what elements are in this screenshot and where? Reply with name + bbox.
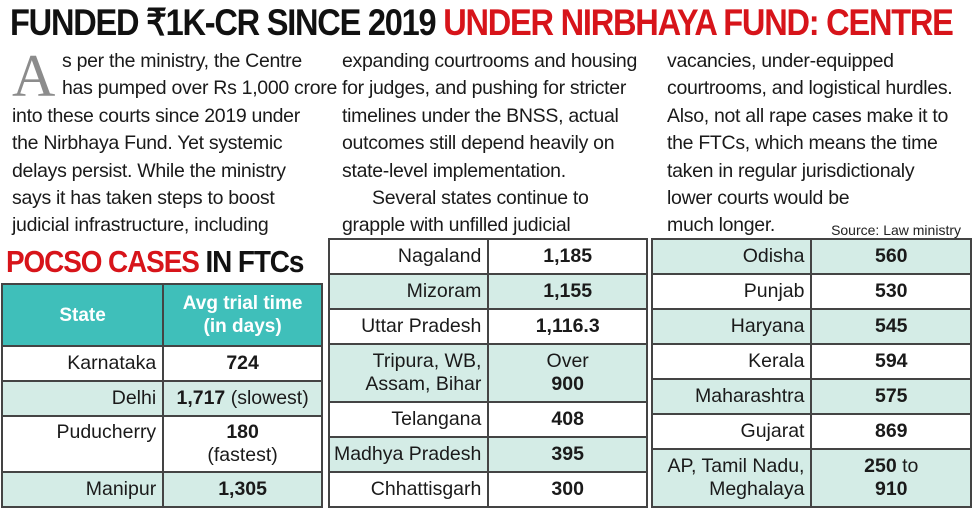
trial-days: Over 900 xyxy=(487,343,648,403)
state-name: Haryana xyxy=(650,308,813,345)
trial-days: 1,305 xyxy=(162,471,323,508)
state-name: AP, Tamil Nadu, Meghalaya xyxy=(650,448,813,508)
state-name: Manipur xyxy=(0,471,165,508)
state-name-line1: AP, Tamil Nadu, xyxy=(667,455,805,477)
header-avg-trial-time: Avg trial time (in days) xyxy=(162,283,323,347)
trial-days-range-word: to xyxy=(896,455,919,477)
trial-days: 300 xyxy=(487,471,648,508)
header-avg-line1: Avg trial time xyxy=(182,293,303,314)
article-line: lower courts would be xyxy=(667,186,850,209)
pocso-table-1: State Avg trial time (in days) Karnataka… xyxy=(0,283,323,508)
article-line: judicial infrastructure, including xyxy=(12,214,269,237)
article-line: timelines under the BNSS, actual xyxy=(342,104,619,127)
article-line: says it has taken steps to boost xyxy=(12,186,275,209)
state-name: Maharashtra xyxy=(650,378,813,415)
article-line: expanding courtrooms and housing xyxy=(342,50,638,72)
trial-days: 724 xyxy=(162,345,323,382)
table-title-black: IN FTCs xyxy=(198,244,304,279)
state-name-line2: Meghalaya xyxy=(709,478,805,500)
state-name: Kerala xyxy=(650,343,813,380)
trial-days: 1,717 (slowest) xyxy=(162,380,323,417)
table-title-red: POCSO CASES xyxy=(6,244,200,279)
article-line: vacancies, under-equipped xyxy=(667,50,894,72)
article-line: Several states continue to xyxy=(372,186,589,209)
state-name: Karnataka xyxy=(0,345,165,382)
trial-days: 408 xyxy=(487,401,648,438)
source-credit: Source: Law ministry xyxy=(831,222,961,238)
trial-days-note: (slowest) xyxy=(225,387,309,409)
trial-days: 1,116.3 xyxy=(487,308,648,345)
article-line: grapple with unfilled judicial xyxy=(342,214,571,237)
article-column-1: s per the ministry, the Centre has pumpe… xyxy=(12,48,337,236)
header-avg-line2: (in days) xyxy=(203,316,282,337)
article-column-3: vacancies, under-equipped courtrooms, an… xyxy=(667,48,967,236)
trial-days: 1,185 xyxy=(487,238,648,275)
header-state: State xyxy=(0,283,165,347)
trial-days-note: (fastest) xyxy=(207,444,278,466)
article-line: courtrooms, and logistical hurdles. xyxy=(667,77,953,100)
trial-days-max: 910 xyxy=(874,478,908,500)
state-name: Madhya Pradesh xyxy=(327,436,490,473)
trial-days: 1,155 xyxy=(487,273,648,310)
headline-part2: UNDER NIRBHAYA FUND: CENTRE xyxy=(443,2,954,43)
article-line: Also, not all rape cases make it to xyxy=(667,104,949,127)
article-line: into these courts since 2019 under xyxy=(12,104,300,127)
trial-days: 545 xyxy=(810,308,972,345)
trial-days: 250 to 910 xyxy=(810,448,972,508)
article-column-2: expanding courtrooms and housing for jud… xyxy=(342,48,657,236)
state-name: Gujarat xyxy=(650,413,813,450)
state-name: Uttar Pradesh xyxy=(327,308,490,345)
state-name-line1: Tripura, WB, xyxy=(372,350,482,372)
state-name: Delhi xyxy=(0,380,165,417)
pocso-table-3: Odisha 560 Punjab 530 Haryana 545 Kerala… xyxy=(650,238,972,508)
state-name: Mizoram xyxy=(327,273,490,310)
trial-days: 180 (fastest) xyxy=(162,415,323,473)
article-line: for judges, and pushing for stricter xyxy=(342,77,627,100)
state-name: Odisha xyxy=(650,238,813,275)
trial-days: 575 xyxy=(810,378,972,415)
article-line: the FTCs, which means the time xyxy=(667,132,938,155)
trial-days-value: 180 xyxy=(226,421,259,443)
trial-days: 594 xyxy=(810,343,972,380)
article-line: delays persist. While the ministry xyxy=(12,159,286,182)
headline-part1: FUNDED ₹1K-CR SINCE 2019 xyxy=(10,2,444,43)
state-name: Nagaland xyxy=(327,238,490,275)
article-line: the Nirbhaya Fund. Yet systemic xyxy=(12,132,283,155)
trial-days-value: 900 xyxy=(551,373,584,395)
article-line: has pumped over Rs 1,000 crore xyxy=(62,77,337,100)
article-line: s per the ministry, the Centre xyxy=(62,50,302,72)
pocso-table-2: Nagaland 1,185 Mizoram 1,155 Uttar Prade… xyxy=(327,238,648,508)
article-line: taken in regular jurisdictionaly xyxy=(667,159,915,182)
trial-days: 869 xyxy=(810,413,972,450)
state-name: Punjab xyxy=(650,273,813,310)
article-line: outcomes still depend heavily on xyxy=(342,132,615,155)
trial-days-min: 250 xyxy=(864,455,897,477)
state-name: Telangana xyxy=(327,401,490,438)
table-title: POCSO CASES IN FTCs xyxy=(6,244,304,280)
trial-days: 395 xyxy=(487,436,648,473)
state-name: Chhattisgarh xyxy=(327,471,490,508)
headline: FUNDED ₹1K-CR SINCE 2019 UNDER NIRBHAYA … xyxy=(10,1,954,45)
state-name: Puducherry xyxy=(0,415,165,473)
drop-cap: A xyxy=(12,43,56,109)
trial-days: 560 xyxy=(810,238,972,275)
trial-days-value: 1,717 xyxy=(176,387,226,409)
trial-days: 530 xyxy=(810,273,972,310)
state-name: Tripura, WB, Assam, Bihar xyxy=(327,343,490,403)
article-line: much longer. xyxy=(667,214,776,237)
trial-days-prefix: Over xyxy=(546,350,589,372)
state-name-line2: Assam, Bihar xyxy=(365,373,482,395)
article-line: state-level implementation. xyxy=(342,159,566,182)
